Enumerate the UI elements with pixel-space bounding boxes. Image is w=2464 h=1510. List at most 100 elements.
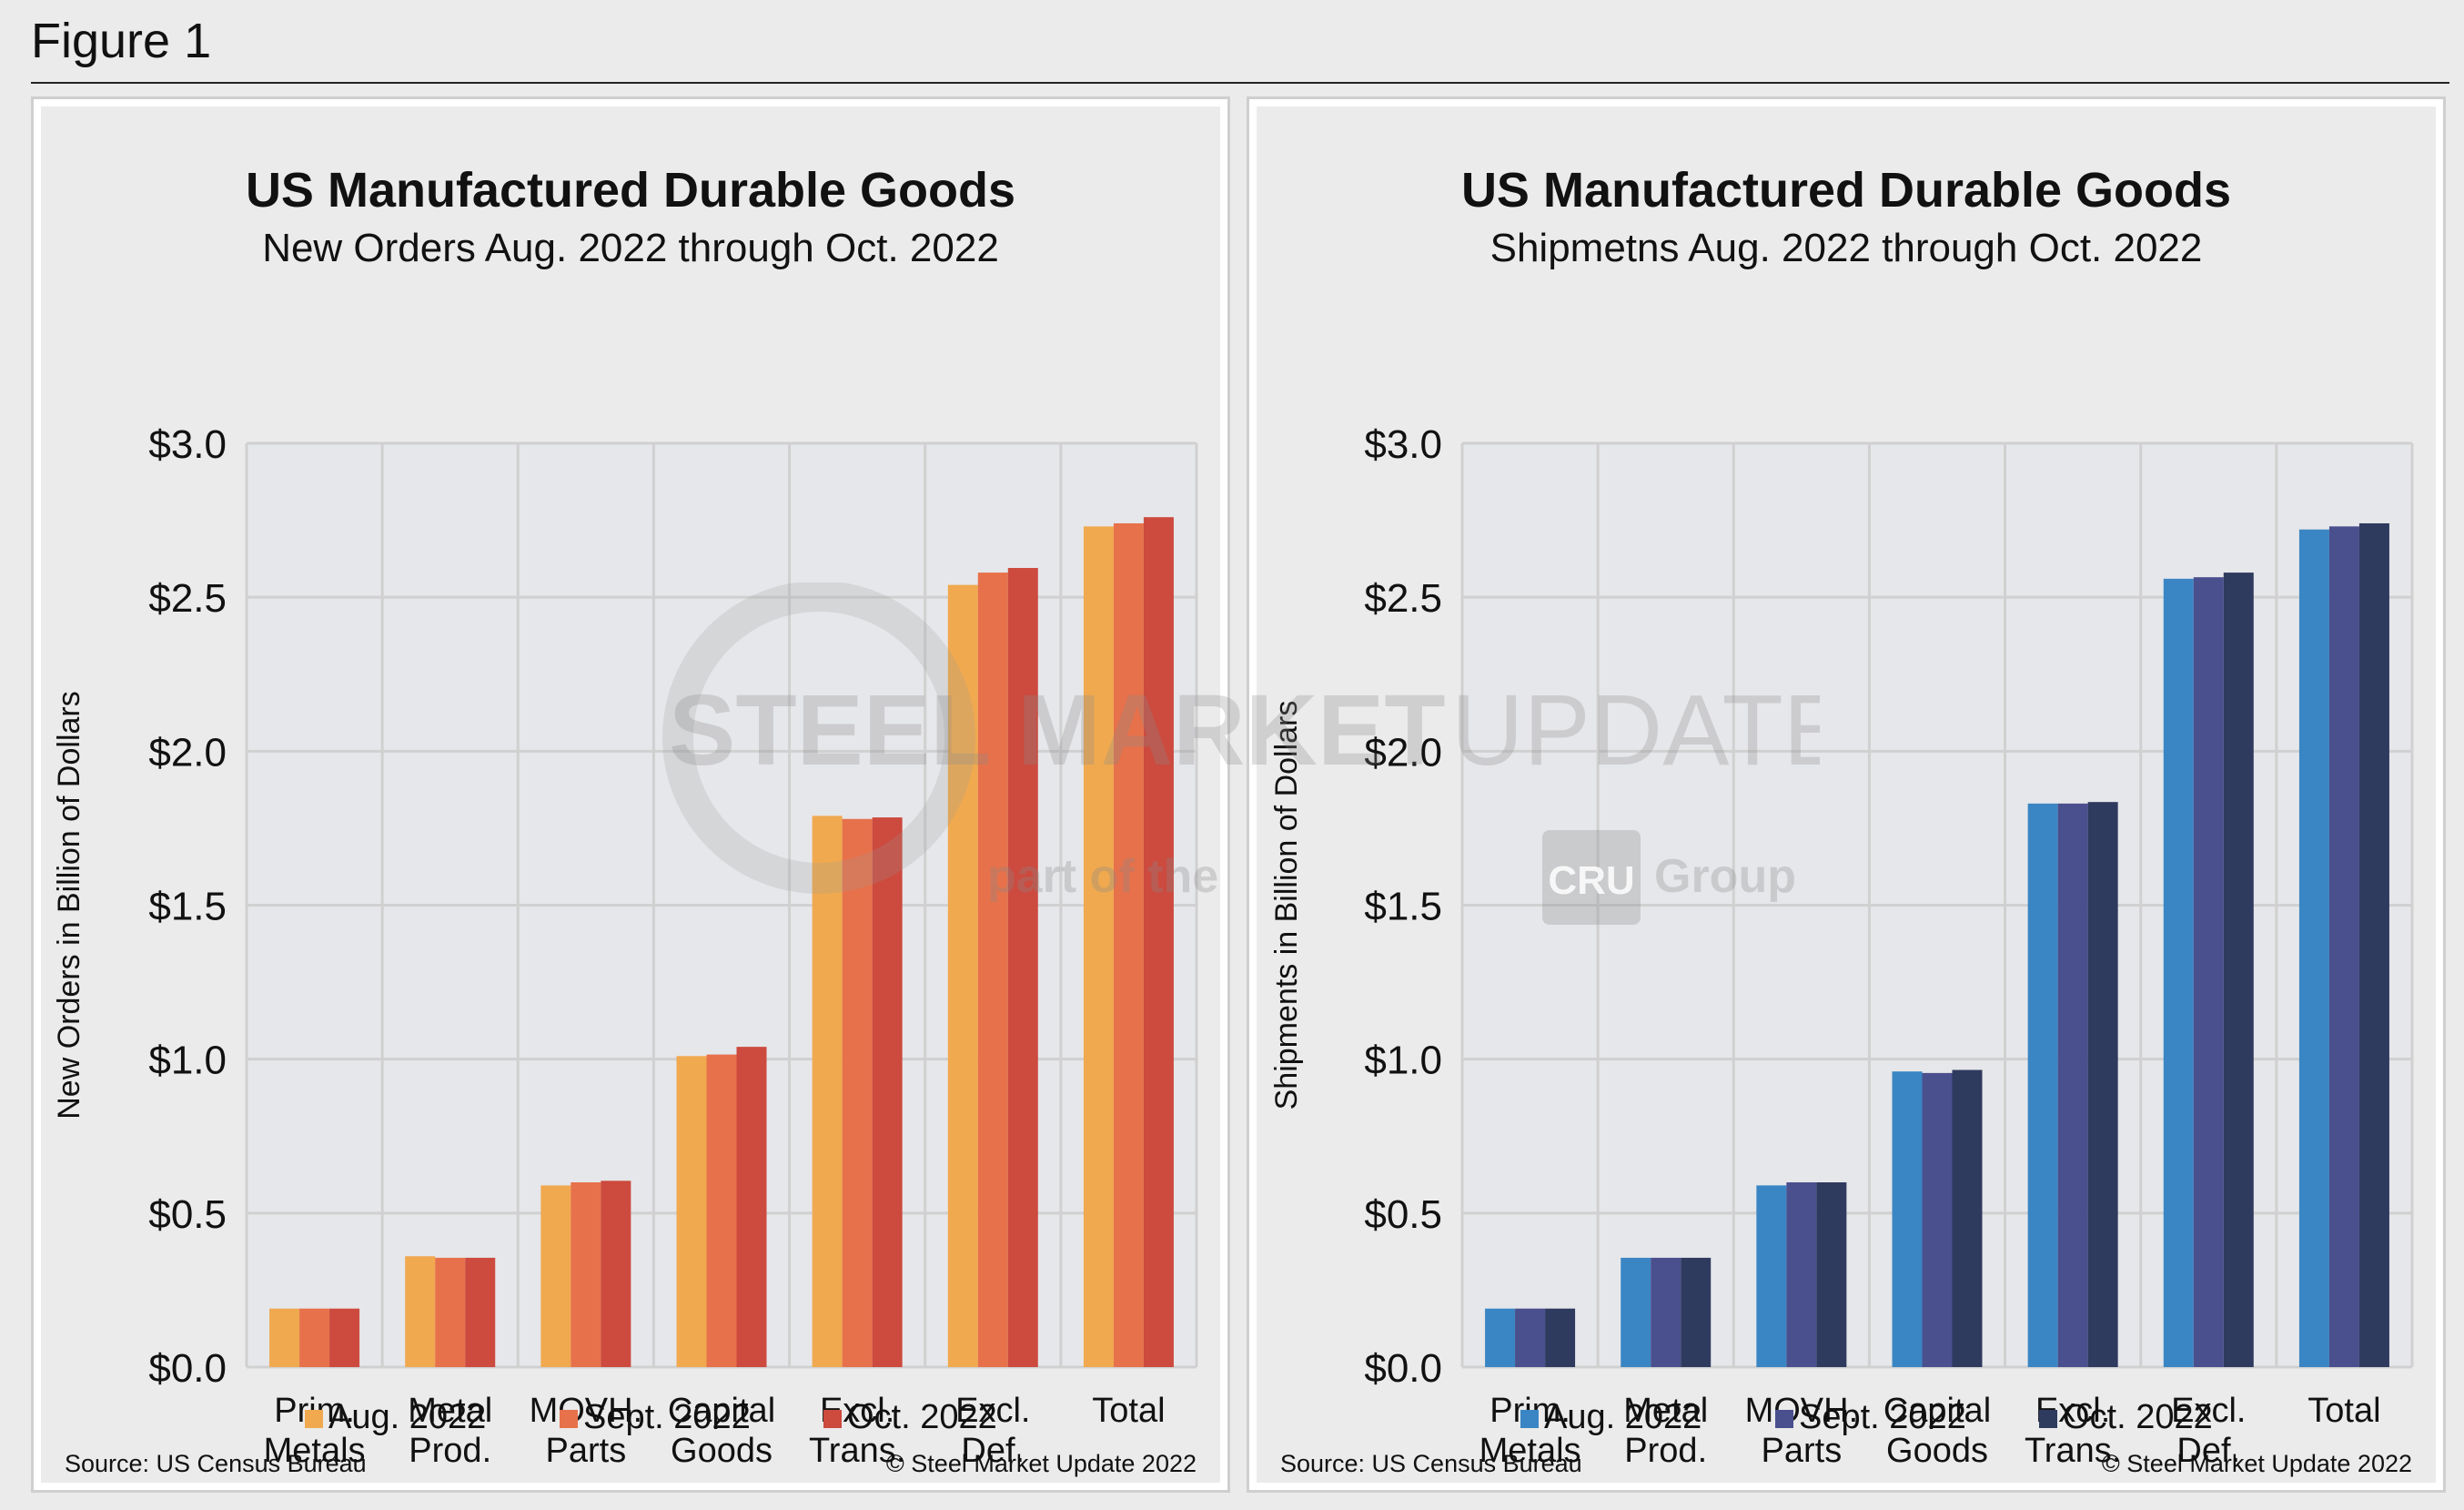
legend-swatch <box>1520 1410 1539 1428</box>
bar <box>2193 577 2224 1367</box>
legend-label: Oct. 2022 <box>847 1398 997 1436</box>
x-tick-label: Prod. <box>409 1432 491 1470</box>
bar <box>1143 517 1174 1367</box>
x-tick-label: Capital <box>668 1392 775 1430</box>
x-tick-label: Metals <box>264 1432 366 1470</box>
legend-label: Aug. 2022 <box>328 1398 486 1436</box>
bar <box>2223 573 2254 1367</box>
bar <box>1756 1185 1787 1367</box>
new-orders-panel: US Manufactured Durable Goods New Orders … <box>31 96 1230 1493</box>
chart-subtitle: New Orders Aug. 2022 through Oct. 2022 <box>262 226 999 270</box>
legend-label: Sept. 2022 <box>583 1398 751 1436</box>
y-tick-label: $3.0 <box>1364 422 1442 467</box>
x-tick-label: Capital <box>1883 1392 1991 1430</box>
x-tick-label: Metals <box>1479 1432 1581 1470</box>
bar <box>676 1056 707 1367</box>
legend-swatch <box>1775 1410 1793 1428</box>
x-tick-label: Metal <box>408 1392 492 1430</box>
legend-label: Sept. 2022 <box>1799 1398 1966 1436</box>
x-tick-label: Prod. <box>1624 1432 1707 1470</box>
y-tick-label: $1.0 <box>1364 1039 1442 1083</box>
bar <box>2328 526 2359 1367</box>
shipments-plot-area: US Manufactured Durable Goods Shipmetns A… <box>1257 106 2436 1483</box>
chart-title: US Manufactured Durable Goods <box>246 163 1015 218</box>
x-tick-label: Excl. <box>955 1392 1030 1430</box>
x-tick-label: MOVH. <box>1745 1392 1859 1430</box>
legend-swatch <box>2039 1410 2057 1428</box>
bar <box>1922 1072 1953 1367</box>
bar <box>2027 803 2058 1367</box>
x-tick-label: Excl. <box>2171 1392 2246 1430</box>
x-tick-label: Def. <box>2176 1432 2240 1470</box>
bar <box>329 1308 360 1367</box>
x-tick-label: Metal <box>1623 1392 1708 1430</box>
chart-subtitle: Shipmetns Aug. 2022 through Oct. 2022 <box>1490 226 2203 270</box>
copyright-note: © Steel Market Update 2022 <box>2102 1450 2412 1477</box>
bar <box>2163 578 2194 1367</box>
bar <box>1892 1071 1923 1367</box>
bar <box>842 818 873 1367</box>
bar <box>1952 1069 1983 1367</box>
figure-divider <box>31 82 2449 84</box>
source-note: Source: US Census Bureau <box>1280 1450 1582 1477</box>
x-tick-label: Goods <box>671 1432 773 1470</box>
y-axis-title: Shipments in Billion of Dollars <box>1269 701 1304 1110</box>
bar <box>1621 1257 1651 1367</box>
x-tick-label: Def. <box>961 1432 1025 1470</box>
y-tick-label: $2.0 <box>148 730 227 775</box>
legend-swatch <box>560 1410 578 1428</box>
copyright-note: © Steel Market Update 2022 <box>886 1450 1197 1477</box>
chart-title: US Manufactured Durable Goods <box>1461 163 2231 218</box>
bar <box>1651 1257 1681 1367</box>
bar <box>1816 1182 1847 1367</box>
y-tick-label: $2.0 <box>1364 730 1442 775</box>
y-tick-label: $0.5 <box>1364 1192 1442 1237</box>
bar <box>465 1257 496 1367</box>
figure-label: Figure 1 <box>31 14 212 68</box>
legend-label: Aug. 2022 <box>1544 1398 1702 1436</box>
x-tick-label: Trans. <box>2025 1432 2121 1470</box>
new-orders-plot-area: US Manufactured Durable Goods New Orders … <box>41 106 1220 1483</box>
bar <box>1007 568 1038 1367</box>
x-tick-label: MOVH. <box>530 1392 643 1430</box>
bar <box>947 584 978 1367</box>
shipments-chart: US Manufactured Durable Goods Shipmetns A… <box>1269 163 2414 1477</box>
x-tick-label: Total <box>1092 1392 1165 1430</box>
source-note: Source: US Census Bureau <box>65 1450 367 1477</box>
y-tick-label: $1.5 <box>148 885 227 929</box>
bar <box>736 1047 767 1367</box>
bar <box>435 1257 466 1367</box>
bar <box>1786 1182 1817 1367</box>
bar <box>812 816 843 1367</box>
y-tick-label: $0.0 <box>148 1346 227 1391</box>
bar <box>1515 1308 1546 1367</box>
legend-swatch <box>823 1410 842 1428</box>
bar <box>2087 802 2118 1367</box>
bar <box>601 1181 631 1367</box>
x-tick-label: Total <box>2307 1392 2380 1430</box>
y-tick-label: $0.5 <box>148 1192 227 1237</box>
bar <box>571 1182 601 1367</box>
y-tick-label: $1.5 <box>1364 885 1442 929</box>
y-tick-label: $2.5 <box>148 576 227 621</box>
bar <box>269 1308 300 1367</box>
bar <box>1485 1308 1516 1367</box>
shipments-panel: US Manufactured Durable Goods Shipmetns A… <box>1247 96 2446 1493</box>
bar <box>2057 803 2088 1367</box>
bar <box>1113 522 1144 1367</box>
bar <box>1083 526 1114 1367</box>
y-axis-title: New Orders in Billion of Dollars <box>52 691 86 1120</box>
bar <box>1681 1257 1712 1367</box>
y-tick-label: $1.0 <box>148 1039 227 1083</box>
bar <box>1545 1308 1576 1367</box>
y-tick-label: $2.5 <box>1364 576 1442 621</box>
x-tick-label: Goods <box>1886 1432 1988 1470</box>
bar <box>872 817 903 1367</box>
y-tick-label: $0.0 <box>1364 1346 1442 1391</box>
x-tick-label: Parts <box>1762 1432 1843 1470</box>
bar <box>2358 522 2389 1367</box>
y-tick-label: $3.0 <box>148 422 227 467</box>
bar <box>405 1256 436 1367</box>
legend-swatch <box>305 1410 323 1428</box>
bar <box>2298 529 2329 1367</box>
